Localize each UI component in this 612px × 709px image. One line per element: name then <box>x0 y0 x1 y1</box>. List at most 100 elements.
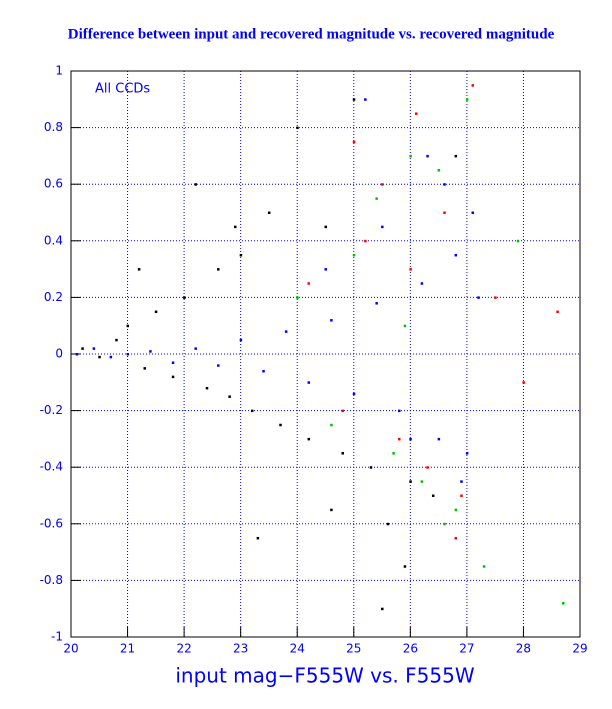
point <box>364 239 367 243</box>
point <box>234 225 237 229</box>
point <box>352 98 356 101</box>
point <box>92 347 96 350</box>
point <box>143 367 147 370</box>
point <box>267 211 271 214</box>
point <box>465 98 469 101</box>
point <box>381 225 384 229</box>
point <box>409 437 412 441</box>
point <box>471 211 475 214</box>
point <box>454 508 458 512</box>
point <box>352 392 356 396</box>
point <box>426 466 429 469</box>
y-tick-label: -1 <box>51 630 63 644</box>
point <box>443 183 446 186</box>
point <box>98 355 101 359</box>
point <box>556 310 559 314</box>
x-tick-label: 26 <box>403 642 418 656</box>
point <box>284 330 288 333</box>
annotation: All CCDs <box>95 82 150 97</box>
point <box>420 480 424 483</box>
x-tick-label: 20 <box>63 642 78 656</box>
point <box>109 355 113 359</box>
point <box>403 324 407 328</box>
x-tick-label: 21 <box>120 642 135 656</box>
y-tick-label: -0.4 <box>40 460 63 474</box>
point <box>409 480 412 483</box>
x-tick-label: 27 <box>459 642 474 656</box>
point <box>460 494 463 497</box>
point <box>324 268 327 271</box>
point <box>183 296 186 299</box>
point <box>330 423 333 427</box>
point <box>443 211 446 214</box>
point <box>460 480 463 483</box>
point <box>431 494 435 497</box>
point <box>369 466 373 469</box>
point <box>330 319 333 322</box>
point <box>381 183 384 186</box>
y-tick-label: -0.2 <box>40 403 63 417</box>
point <box>409 268 412 271</box>
point <box>522 381 525 384</box>
point <box>352 253 356 257</box>
point <box>398 437 401 441</box>
point <box>126 353 130 356</box>
point <box>296 126 299 130</box>
point <box>262 369 265 373</box>
y-tick-label: 0 <box>55 347 63 361</box>
point <box>414 112 418 115</box>
y-tick-label: -0.8 <box>40 573 63 587</box>
point <box>426 154 429 158</box>
x-tick-label: 22 <box>176 642 191 656</box>
point <box>239 338 243 342</box>
point <box>482 565 486 568</box>
x-tick-label: 28 <box>516 642 531 656</box>
point <box>324 225 327 229</box>
point <box>516 239 520 243</box>
point <box>364 98 367 101</box>
y-tick-label: 0.4 <box>44 233 63 247</box>
point <box>386 522 390 526</box>
point <box>154 310 158 314</box>
y-tick-label: 0.2 <box>44 290 63 304</box>
x-tick-label: 23 <box>233 642 248 656</box>
point <box>205 386 209 390</box>
point <box>217 268 220 271</box>
point <box>194 347 197 350</box>
point <box>392 452 395 455</box>
point <box>307 282 311 285</box>
point <box>296 296 299 299</box>
x-tick-label: 29 <box>572 642 587 656</box>
point <box>454 536 458 540</box>
point <box>75 353 79 356</box>
point <box>409 154 412 158</box>
y-tick-label: 1 <box>55 64 63 78</box>
point <box>307 381 311 384</box>
point <box>307 437 311 441</box>
point <box>341 452 344 455</box>
chart-title: Difference between input and recovered m… <box>68 26 555 42</box>
plot-area: 20 21 22 23 24 25 26 27 28 29 -1 -0.8 -0.6 -0.4 -0.2 0 0… <box>40 64 588 656</box>
plot-frame <box>70 70 581 638</box>
point <box>126 324 130 328</box>
x-tick-label: 25 <box>346 642 361 656</box>
point <box>454 154 458 158</box>
point <box>341 409 344 413</box>
point <box>250 409 254 413</box>
point <box>454 253 458 257</box>
point <box>137 268 141 271</box>
point <box>375 302 378 305</box>
point <box>256 536 260 540</box>
point <box>352 140 356 144</box>
point <box>239 253 243 257</box>
y-tick-label: -0.6 <box>40 516 63 530</box>
point <box>437 437 441 441</box>
point <box>398 409 401 413</box>
point <box>171 375 175 379</box>
x-axis-label: input mag−F555W vs. F555W <box>175 664 474 688</box>
point <box>217 364 220 367</box>
point <box>471 84 475 87</box>
x-tick-label: 24 <box>290 642 305 656</box>
point <box>403 565 407 568</box>
point <box>194 183 197 186</box>
